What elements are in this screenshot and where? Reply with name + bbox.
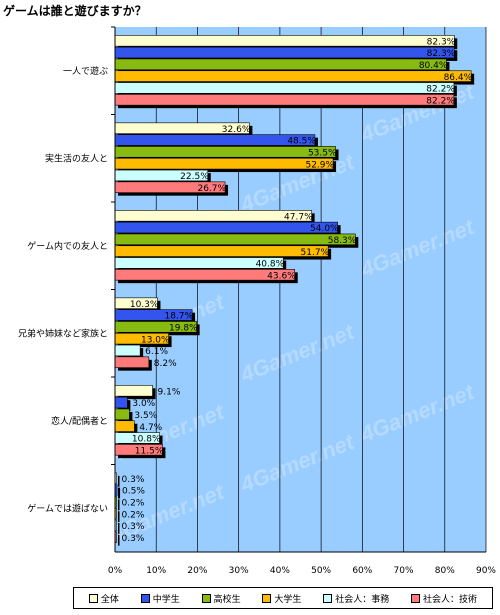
data-label: 10.3% [130,300,159,310]
category-label: 一人で遊ぶ [63,65,108,77]
legend-label: 中学生 [152,594,180,605]
x-tick-label: 30% [229,566,249,576]
data-label: 0.3% [122,522,145,532]
data-label: 22.5% [180,172,209,182]
legend-swatch [411,593,421,603]
bar-shadow [118,499,120,511]
data-label: 0.3% [122,475,145,485]
x-tick-label: 90% [476,566,496,576]
data-label: 6.1% [145,347,168,357]
legend-item: 社会人：技術 [411,592,477,605]
data-label: 86.4% [444,73,473,83]
data-label: 8.2% [154,359,177,369]
data-label: 13.0% [141,335,170,345]
data-label: 0.5% [122,487,145,497]
data-label: 82.3% [427,37,456,47]
bar [114,385,153,397]
x-tick-label: 50% [311,566,331,576]
x-tick-label: 60% [352,566,372,576]
data-label: 10.8% [132,435,161,445]
plot-area [115,27,486,552]
bar-shadow [118,487,121,499]
category-label: ゲームでは遊ばない [27,502,108,514]
data-label: 9.1% [158,387,181,397]
legend-label: 高校生 [213,594,241,605]
bar-shadow [118,534,120,546]
legend-item: 中学生 [140,592,180,605]
x-tick-label: 0% [108,566,123,576]
legend-swatch [88,593,98,603]
data-label: 4.7% [139,423,162,433]
data-label: 0.2% [122,498,145,508]
legend-swatch [262,593,272,603]
legend-item: 高校生 [201,592,241,605]
legend-swatch [140,593,150,603]
bar [114,94,455,106]
data-label: 47.7% [284,212,313,222]
data-label: 26.7% [197,184,226,194]
bar [114,420,135,432]
data-label: 51.7% [301,248,330,258]
category-label: 恋人/配偶者と [51,415,108,427]
data-label: 19.8% [169,323,198,333]
bar [114,356,150,368]
data-label: 52.9% [305,160,334,170]
data-label: 18.7% [164,312,193,322]
legend-item: 全体 [88,592,119,605]
chart-title: ゲームは誰と遊びますか？ [3,4,147,18]
bar [114,146,336,158]
bar [114,233,356,246]
data-label: 32.6% [222,125,251,135]
x-tick-label: 80% [435,566,455,576]
data-label: 53.5% [308,148,337,158]
category-label: ゲーム内での友人と [27,240,108,252]
legend-swatch [323,593,333,603]
bar [114,210,312,222]
legend: 全体 中学生 高校生 大学生 社会人：事務 社会人：技術 [73,587,493,609]
data-label: 3.0% [132,399,155,409]
legend-label: 社会人：技術 [423,594,478,605]
category-label: 実生活の友人と [45,152,108,164]
category-label: 兄弟や姉妹など家族と [18,327,108,339]
data-label: 43.6% [267,271,296,281]
data-label: 48.5% [287,137,316,147]
legend-item: 大学生 [262,592,301,605]
data-label: 80.4% [419,61,448,71]
bar [114,157,334,170]
data-label: 82.3% [427,49,456,59]
bar [114,35,455,47]
bar [114,46,455,59]
legend-item: 社会人：事務 [323,592,389,605]
bar [114,245,329,257]
bar [114,344,141,357]
data-label: 3.5% [134,411,157,421]
x-tick-label: 40% [270,566,290,576]
data-label: 11.5% [135,446,164,456]
data-label: 82.2% [426,96,455,106]
bar [114,82,455,94]
x-tick-label: 20% [187,566,207,576]
bar-shadow [118,511,120,523]
x-tick-label: 10% [146,566,166,576]
bar [114,408,130,421]
bar [114,70,472,82]
bar-shadow [118,523,120,534]
legend-label: 社会人：事務 [335,594,390,605]
data-label: 0.2% [122,510,145,520]
legend-label: 大学生 [274,594,302,605]
legend-swatch [201,593,211,603]
bar [114,221,338,234]
bar [114,58,447,71]
data-label: 0.3% [122,534,145,544]
data-label: 58.3% [328,236,357,246]
legend-label: 全体 [100,594,119,605]
data-label: 82.2% [426,85,455,95]
x-tick-label: 70% [394,566,414,576]
data-label: 40.8% [256,260,285,270]
bar-shadow [118,475,120,487]
data-label: 54.0% [310,224,339,234]
bar [114,134,316,146]
bar [114,396,128,409]
